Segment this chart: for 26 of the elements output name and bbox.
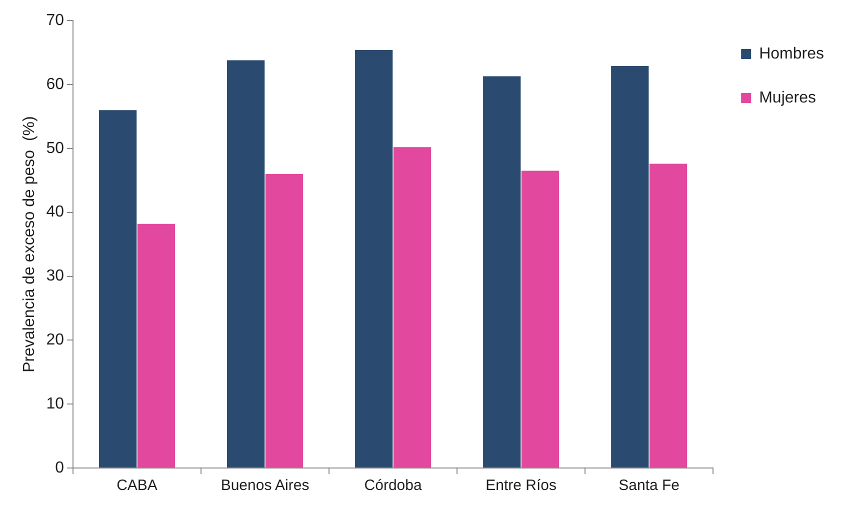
x-tick-label: Córdoba (364, 477, 422, 494)
y-tick-label: 20 (46, 332, 64, 349)
legend-label: Mujeres (759, 89, 816, 106)
bar (137, 224, 176, 468)
bar (611, 66, 649, 468)
bar (393, 147, 432, 468)
y-tick-label: 30 (46, 268, 64, 285)
bar (483, 76, 521, 468)
legend-label: Hombres (759, 45, 824, 62)
y-tick-label: 60 (46, 76, 64, 93)
y-tick-label: 50 (46, 140, 64, 157)
x-tick-label: Santa Fe (618, 477, 680, 494)
bar (521, 170, 560, 468)
y-axis-title: Prevalencia de exceso de peso (%) (21, 116, 38, 372)
x-tick-label: Entre Ríos (486, 477, 556, 494)
y-tick-label: 70 (46, 12, 64, 30)
bar (649, 164, 688, 468)
x-tick-label: CABA (116, 477, 158, 494)
bar (98, 110, 137, 468)
bar (355, 50, 393, 468)
x-tick-label: Buenos Aires (220, 477, 310, 494)
y-tick-label: 0 (55, 459, 64, 476)
y-tick-label: 10 (46, 395, 64, 412)
y-tick-label: 40 (46, 204, 64, 221)
bar (227, 60, 265, 468)
bar (265, 174, 304, 468)
